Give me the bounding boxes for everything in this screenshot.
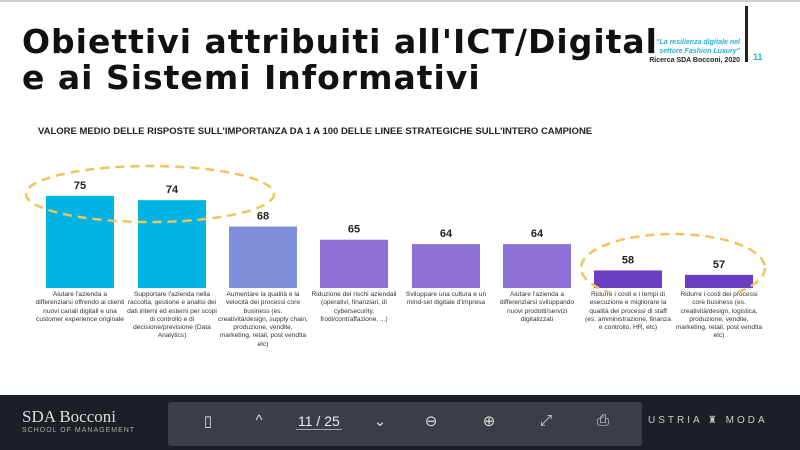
reference-quote-2: settore Fashion Luxury" (659, 48, 740, 55)
print-icon[interactable]: ⎙ (596, 412, 609, 429)
viewer-controls: ▯ ^ 11 / 25 ⌄ ⊖ ⊕ ⤢ ⎙ (168, 402, 642, 446)
fullscreen-icon[interactable]: ⤢ (539, 412, 552, 429)
reference: "La resilienza digitale nel settore Fash… (649, 38, 740, 65)
reference-quote-1: "La resilienza digitale nel (656, 39, 740, 46)
title-line-2: e ai Sistemi Informativi (22, 58, 481, 97)
category-label: Riduzione dei rischi aziendali (operativ… (311, 291, 397, 323)
divider (745, 6, 748, 62)
bar (229, 226, 297, 288)
data-label: 64 (440, 228, 453, 240)
brand-logo: USTRIA ♜ MODA (648, 415, 768, 426)
category-label: Ridurre i costi e i tempi di esecuzione … (585, 291, 671, 332)
highlight-ellipse (24, 164, 276, 224)
data-label: 65 (348, 224, 360, 236)
sda-bocconi-logo: SDA Bocconi SCHOOL OF MANAGEMENT (22, 407, 135, 434)
data-label: 64 (531, 228, 544, 240)
data-label: 68 (257, 211, 269, 223)
category-label: Aiutare l'azienda a differenziarsi offre… (35, 291, 125, 323)
bar (503, 244, 571, 288)
category-label: Aumentare la qualità e la velocità dei p… (218, 291, 308, 348)
category-label: Ridurre i costi dei processi core busine… (675, 291, 763, 340)
category-label: Supportare l'azienda nella raccolta, ges… (127, 291, 217, 340)
page-title: Obiettivi attribuiti all'ICT/Digital e a… (22, 24, 658, 96)
reference-source: Ricerca SDA Bocconi, 2020 (649, 57, 740, 64)
bar (685, 274, 753, 288)
data-label: 74 (166, 184, 179, 196)
data-label: 57 (713, 259, 725, 271)
bar (138, 200, 206, 288)
logo-sub: SCHOOL OF MANAGEMENT (22, 427, 136, 434)
chart-title: VALORE MEDIO DELLE RISPOSTE SULL'IMPORTA… (38, 126, 593, 137)
zoom-in-icon[interactable]: ⊕ (482, 413, 496, 430)
bar-chart: 75 74 68 65 64 64 58 57 (24, 164, 767, 292)
highlight-ellipse (579, 232, 767, 292)
sidebar-toggle-icon[interactable]: ▯ (203, 413, 213, 430)
previous-page-icon[interactable]: ^ (255, 412, 263, 429)
bar (594, 270, 662, 288)
category-label: Aiutare l'azienda a differenziarsi svilu… (499, 291, 575, 323)
title-line-1: Obiettivi attribuiti all'ICT/Digital (22, 22, 658, 61)
logo-main: SDA Bocconi (22, 407, 116, 426)
slide-number: 11 (753, 52, 763, 62)
data-label: 75 (74, 180, 86, 192)
viewer-toolbar: SDA Bocconi SCHOOL OF MANAGEMENT ▯ ^ 11 … (0, 395, 800, 450)
slide: Obiettivi attribuiti all'ICT/Digital e a… (0, 0, 800, 348)
category-label: Sviluppare una cultura e un mind-set dig… (405, 291, 487, 307)
zoom-out-icon[interactable]: ⊖ (424, 413, 438, 430)
page-indicator[interactable]: 11 / 25 (296, 413, 342, 430)
bar (412, 244, 480, 288)
bar (46, 195, 114, 288)
data-label: 58 (622, 254, 634, 266)
bar (320, 239, 388, 288)
next-page-icon[interactable]: ⌄ (373, 413, 387, 430)
